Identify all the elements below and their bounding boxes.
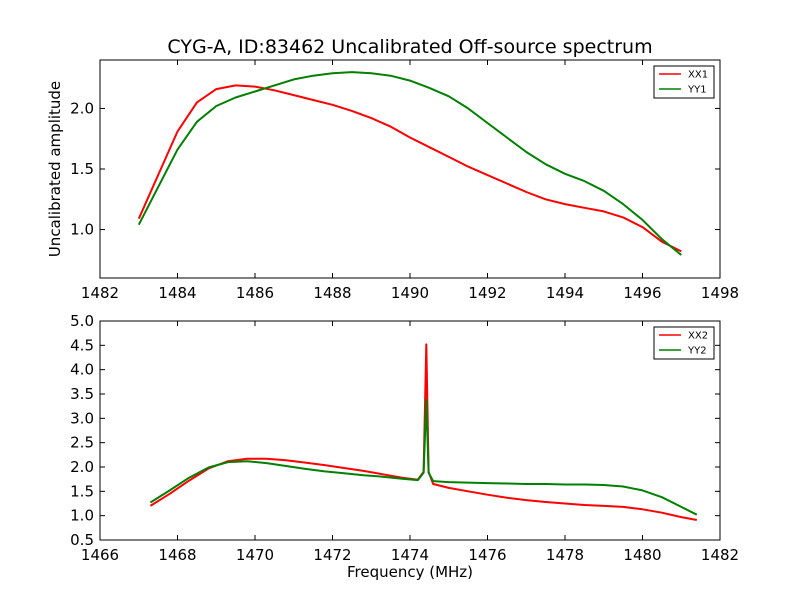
series-line-yy1 [137,71,682,256]
x-tick-label: 1490 [391,284,429,302]
x-tick-label: 1474 [391,546,429,564]
series-line-xx2 [149,343,697,521]
x-tick-label: 1498 [701,284,739,302]
x-tick-label: 1466 [81,546,119,564]
x-tick-label: 1494 [546,284,584,302]
series-line-xx1 [137,84,682,253]
x-axis-label: Frequency (MHz) [347,563,473,581]
x-tick-label: 1482 [81,284,119,302]
x-tick-label: 1472 [313,546,351,564]
x-tick-label: 1482 [701,546,739,564]
y-tick-label: 4.0 [70,361,94,379]
y-axis-label: Uncalibrated amplitude [46,81,64,257]
x-tick-label: 1468 [158,546,196,564]
y-tick-label: 2.5 [70,434,94,452]
y-tick-label: 5.0 [70,312,94,330]
legend-label-xx2: XX2 [688,331,708,342]
y-tick-label: 3.0 [70,409,94,427]
legend-label-yy1: YY1 [687,85,707,96]
y-tick-label: 1.5 [70,482,94,500]
x-tick-label: 1470 [236,546,274,564]
legend-label-xx1: XX1 [688,70,708,81]
y-tick-label: 0.5 [70,531,94,549]
x-tick-label: 1478 [546,546,584,564]
y-tick-label: 1.0 [70,507,94,525]
y-tick-label: 1.5 [70,160,94,178]
figure-title: CYG-A, ID:83462 Uncalibrated Off-source … [167,36,652,58]
y-tick-label: 4.5 [70,336,94,354]
x-tick-label: 1480 [623,546,661,564]
x-tick-label: 1492 [468,284,506,302]
legend-box-2 [653,326,715,360]
y-tick-label: 1.0 [70,221,94,239]
series-line-yy2 [149,398,698,516]
x-tick-label: 1488 [313,284,351,302]
y-tick-label: 3.5 [70,385,94,403]
x-tick-label: 1496 [623,284,661,302]
y-tick-label: 2.0 [70,458,94,476]
x-tick-label: 1484 [158,284,196,302]
x-tick-label: 1476 [468,546,506,564]
legend-box-1 [653,65,715,99]
legend-label-yy2: YY2 [687,346,707,357]
x-tick-label: 1486 [236,284,274,302]
y-tick-label: 2.0 [70,99,94,117]
